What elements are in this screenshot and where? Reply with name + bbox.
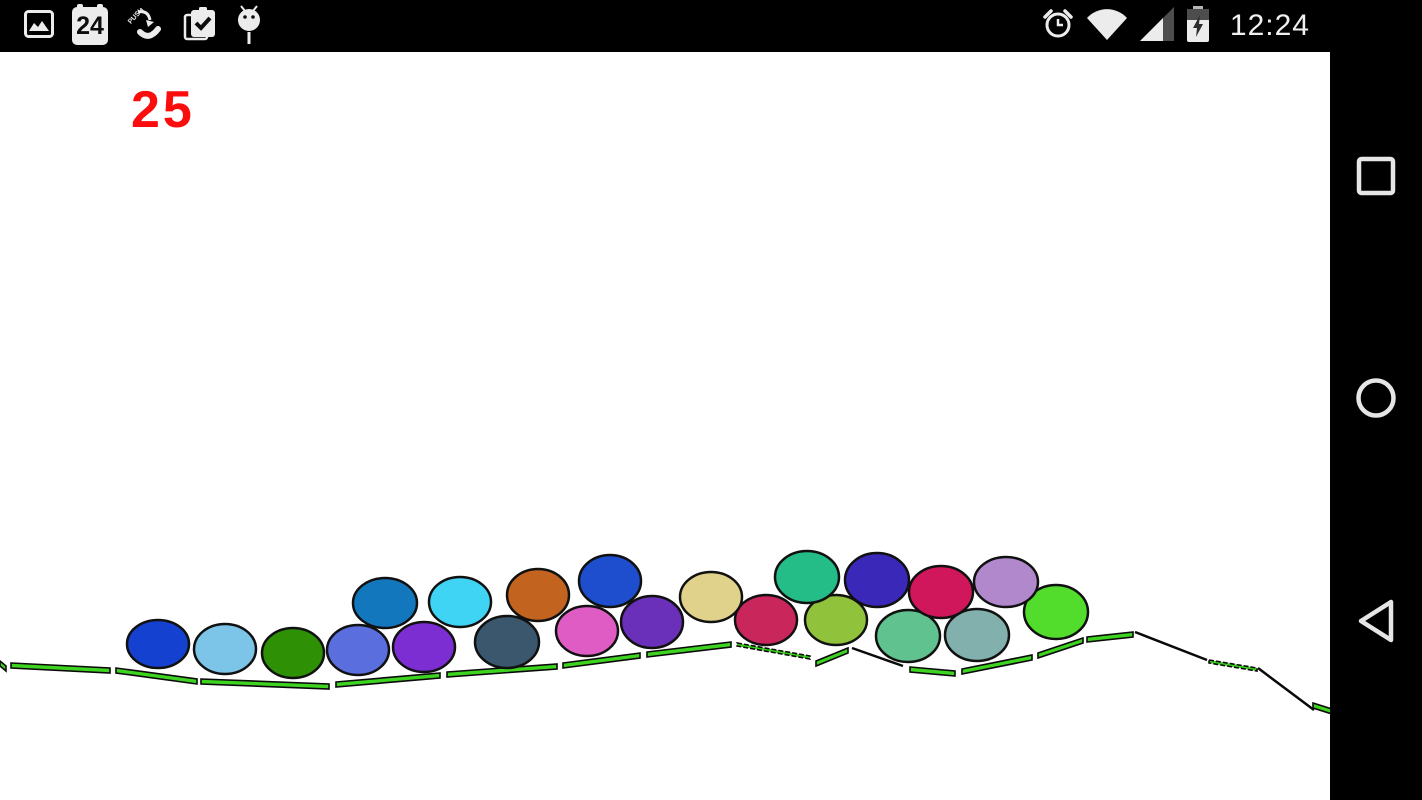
alarm-clock-icon [1042,8,1074,45]
terrain-segment [562,652,641,669]
calendar-notification-icon: 24 [72,4,108,45]
clipboard-check-notification-icon [182,6,218,47]
terrain-segment [736,642,811,660]
terrain-segment [335,672,441,688]
ball[interactable] [391,620,457,674]
battery-charging-icon [1186,5,1210,47]
status-bar[interactable]: 24 PUSH [0,0,1422,52]
ball[interactable] [874,608,942,664]
android-robot-notification-icon [236,3,262,50]
home-button[interactable] [1330,359,1422,439]
recents-square-icon [1356,156,1396,199]
ball[interactable] [473,614,541,670]
terrain-segment [200,678,330,690]
ball[interactable] [577,553,643,609]
ball[interactable] [325,623,391,677]
terrain-segment [1208,659,1258,672]
terrain-segment [10,662,111,674]
ball[interactable] [554,604,620,658]
back-button[interactable] [1330,582,1422,662]
ball[interactable] [260,626,326,680]
terrain-segment [1086,631,1134,643]
terrain-segment [815,646,849,668]
ball[interactable] [803,593,869,647]
terrain-segment [646,641,732,658]
cellular-signal-icon [1139,6,1174,46]
terrain-segment [961,654,1033,675]
terrain-segment [115,667,198,685]
ball[interactable] [972,555,1040,609]
photo-notification-icon [24,9,54,43]
terrain-edge [1134,630,1208,662]
system-status-icons: 12:24 [1042,5,1310,47]
ball[interactable] [192,622,258,676]
ball[interactable] [351,576,419,630]
ball[interactable] [678,570,744,624]
navigation-bar [1330,0,1422,800]
ball[interactable] [733,593,799,647]
terrain-edge [851,646,904,668]
ball[interactable] [505,567,571,623]
terrain-edge [1257,667,1315,711]
ball[interactable] [843,551,911,609]
score-label: 25 [131,81,195,139]
notification-icons: 24 PUSH [24,3,262,50]
terrain-segment [0,659,7,673]
clock-time: 12:24 [1229,9,1310,42]
ball[interactable] [125,618,191,670]
home-circle-icon [1355,377,1397,422]
terrain-segment [1037,636,1084,660]
calendar-day-number: 24 [76,11,104,40]
ball[interactable] [943,607,1011,663]
ball[interactable] [619,594,685,650]
ball[interactable] [1022,583,1090,641]
wifi-icon [1086,8,1128,45]
terrain-segment [909,666,956,677]
push-call-notification-icon: PUSH [126,6,164,45]
recents-button[interactable] [1330,137,1422,217]
ball[interactable] [427,575,493,629]
ball[interactable] [773,549,841,605]
ball[interactable] [907,564,975,620]
back-triangle-icon [1354,596,1398,649]
